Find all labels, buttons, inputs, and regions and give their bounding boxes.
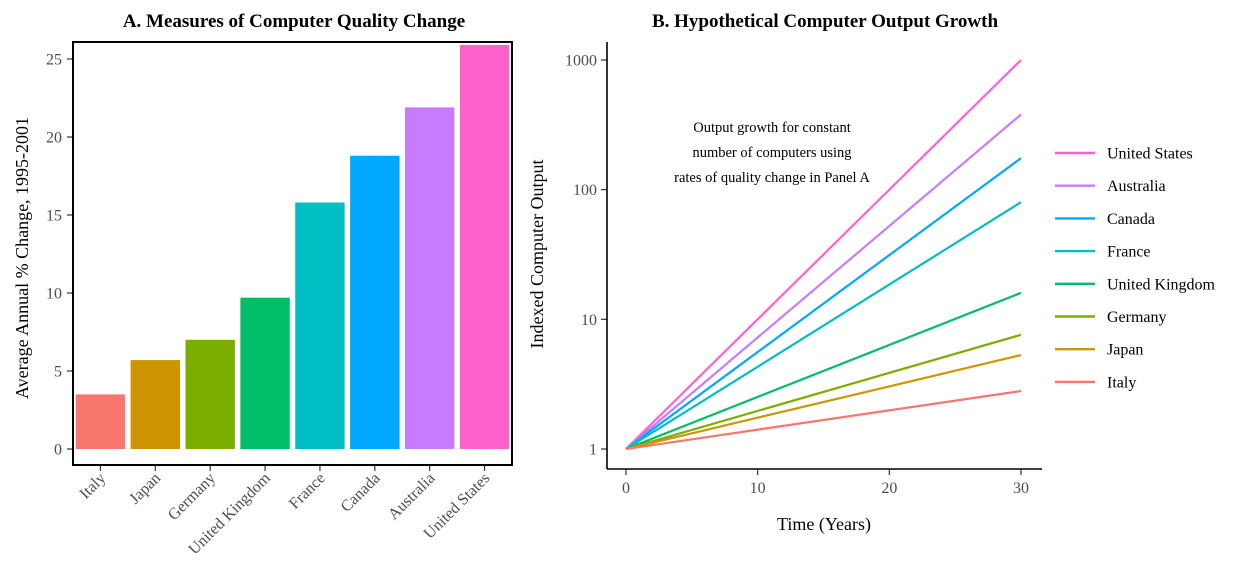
x-tick-label: 10 — [750, 480, 766, 497]
series-line-united-states — [625, 59, 1022, 450]
series-line-japan — [625, 354, 1022, 451]
x-tick-label: Germany — [165, 470, 219, 524]
panel-a-y-ticks: 0 5 10 15 20 25 — [46, 52, 73, 459]
legend-label: United Kingdom — [1107, 276, 1216, 293]
panel-b-legend: United States Australia Canada France United… — [1055, 146, 1216, 391]
panel-b-annotation: Output growth for constant number of com… — [674, 120, 870, 186]
panel-b-y-axis-label: Indexed Computer Output — [527, 160, 547, 349]
y-tick-label: 20 — [46, 130, 62, 147]
series-line-australia — [625, 113, 1022, 450]
annotation-line-2: number of computers using — [692, 145, 851, 161]
panel-b-series-lines — [625, 59, 1022, 451]
legend-label: Australia — [1107, 178, 1166, 195]
legend-label: United States — [1107, 146, 1193, 163]
bar-germany — [185, 339, 235, 449]
y-tick-label: 5 — [54, 364, 62, 381]
series-line-france — [625, 201, 1022, 450]
legend-label: France — [1107, 244, 1151, 261]
series-line-italy — [625, 389, 1022, 451]
y-tick-label: 0 — [54, 442, 62, 459]
y-tick-label: 1000 — [565, 53, 597, 70]
bar-italy — [75, 394, 126, 449]
legend-label: Canada — [1107, 211, 1155, 228]
bar-japan — [130, 360, 181, 449]
x-tick-label: 0 — [622, 480, 630, 497]
panel-b-x-axis-label: Time (Years) — [777, 514, 871, 535]
panel-a-bars — [75, 44, 510, 450]
bar-united-kingdom — [240, 297, 290, 449]
legend-label: Germany — [1107, 309, 1167, 326]
series-line-united-kingdom — [625, 291, 1022, 451]
y-tick-label: 100 — [573, 182, 597, 199]
panel-b-axes — [606, 42, 1042, 470]
annotation-line-1: Output growth for constant — [693, 120, 850, 136]
series-line-canada — [625, 157, 1022, 450]
x-tick-label: France — [286, 470, 329, 513]
x-tick-label: Australia — [385, 470, 438, 523]
bar-france — [295, 202, 345, 449]
x-tick-label: Italy — [77, 470, 110, 503]
panel-b-line-chart: B. Hypothetical Computer Output Growth I… — [527, 11, 1216, 535]
panel-b-title: B. Hypothetical Computer Output Growth — [652, 11, 998, 32]
x-tick-label: Japan — [126, 470, 164, 508]
panel-b-y-ticks: 1 10 100 1000 — [565, 53, 607, 459]
panel-a-title: A. Measures of Computer Quality Change — [123, 11, 465, 32]
panel-b-x-ticks: 0 10 20 30 — [622, 469, 1029, 497]
x-tick-label: 20 — [881, 480, 897, 497]
y-tick-label: 15 — [46, 208, 62, 225]
y-tick-label: 10 — [46, 286, 62, 303]
y-tick-label: 1 — [589, 442, 597, 459]
x-tick-label: Canada — [338, 470, 384, 516]
panel-a-frame — [72, 41, 513, 466]
panel-a-y-axis-label: Average Annual % Change, 1995-2001 — [12, 117, 32, 399]
legend-label: Japan — [1107, 342, 1143, 359]
bar-australia — [404, 107, 455, 450]
panel-a-bar-chart: A. Measures of Computer Quality Change A… — [12, 11, 513, 558]
y-tick-label: 10 — [581, 312, 597, 329]
bar-united-states — [459, 44, 510, 450]
bar-canada — [350, 155, 400, 449]
x-tick-label: 30 — [1013, 480, 1029, 497]
series-line-germany — [625, 333, 1022, 451]
y-tick-label: 25 — [46, 52, 62, 69]
annotation-line-3: rates of quality change in Panel A — [674, 170, 870, 186]
legend-label: Italy — [1107, 374, 1136, 391]
